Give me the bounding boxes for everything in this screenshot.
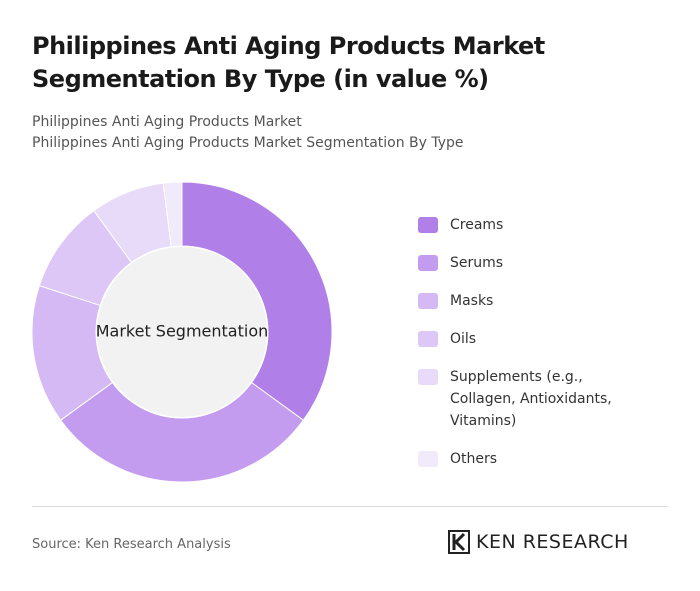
brand: KEN RESEARCH [448,530,629,554]
subtitle: Philippines Anti Aging Products Market [32,114,302,130]
subtitle: Philippines Anti Aging Products Market S… [32,135,464,151]
brand-name: KEN RESEARCH [476,531,629,553]
legend-swatch [418,331,438,347]
legend-item: Creams [418,214,678,236]
legend-label: Masks [450,293,494,309]
chart-title: Philippines Anti Aging Products Market S… [32,32,545,93]
legend-item: Serums [418,252,678,274]
source: Source: Ken Research Analysis [32,537,231,552]
divider [32,506,668,507]
legend-item: Oils [418,328,678,350]
legend-item: Supplements (e.g., Collagen, Antioxidant… [418,366,678,432]
legend: Creams Serums Masks Oils Supplements (e.g., … [418,214,678,486]
brand-logo [448,530,470,554]
legend-swatch [418,369,438,385]
donut-slice [181,181,333,421]
donut-slice [162,181,183,248]
legend-label: Creams [450,217,504,233]
donut-chart: Market Segmentation [31,181,333,483]
center-label: Market Segmentation [96,322,269,341]
legend-swatch [418,255,438,271]
legend-label: Serums [450,255,504,271]
legend-swatch [418,293,438,309]
legend-swatch [418,217,438,233]
legend-swatch [418,451,438,467]
legend-label: Others [450,451,498,467]
legend-label: Supplements (e.g., Collagen, Antioxidant… [450,369,612,429]
donut-slice [59,381,305,483]
donut-hole [97,247,267,417]
legend-item: Masks [418,290,678,312]
legend-label: Oils [450,331,477,347]
legend-item: Others [418,448,678,470]
